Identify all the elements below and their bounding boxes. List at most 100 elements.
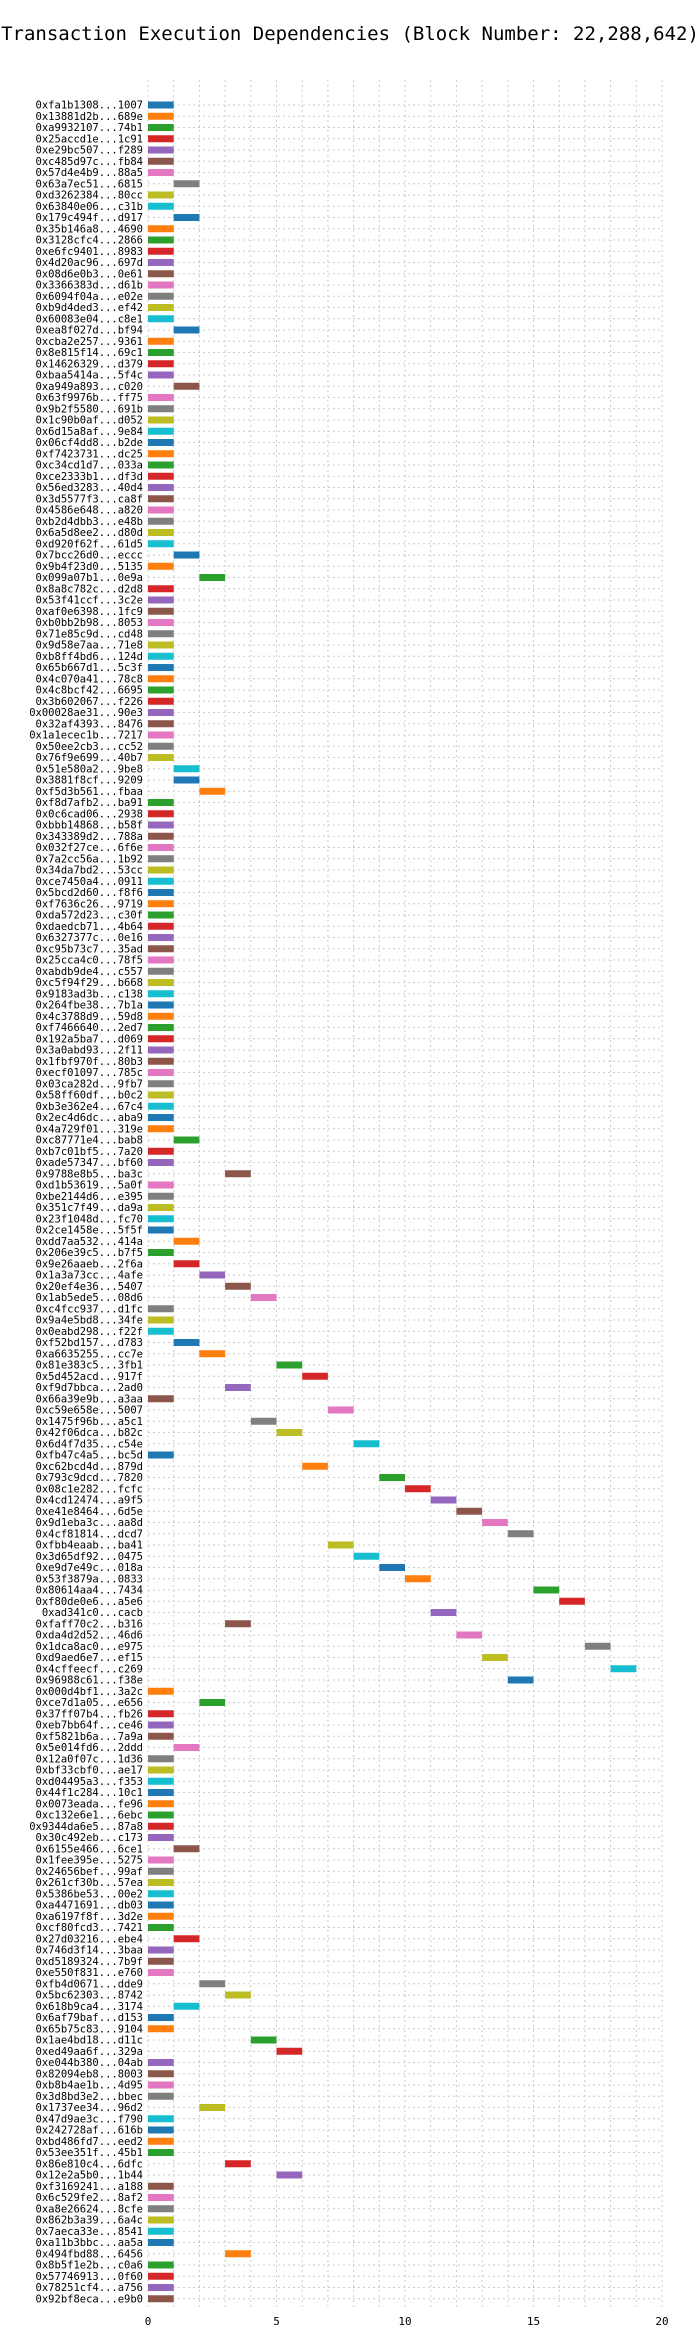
- y-tick-label: 0x261cf30b...57ea: [36, 1877, 143, 1889]
- y-tick-label: 0x5386be53...00e2: [36, 1888, 143, 1900]
- y-tick-label: 0x3b602067...f226: [36, 696, 143, 708]
- y-tick-label: 0x862b3a39...6a4c: [36, 2215, 143, 2227]
- bar: [173, 776, 200, 784]
- bar: [148, 1204, 174, 1211]
- bar: [148, 1102, 174, 1110]
- bar: [148, 2216, 174, 2224]
- y-tick-label: 0x242728af...616b: [36, 2125, 143, 2137]
- y-tick-label: 0x6c529fe2...8af2: [36, 2192, 143, 2204]
- y-tick-label: 0x4cd12474...a9f5: [36, 1495, 143, 1507]
- bar: [199, 1980, 226, 1988]
- y-tick-label: 0xc62bcd4d...879d: [36, 1461, 143, 1473]
- y-tick-label: 0x343389d2...788a: [36, 831, 143, 843]
- bar: [148, 259, 174, 266]
- bar: [276, 1429, 303, 1436]
- y-tick-label: 0x032f27ce...6f6e: [36, 842, 143, 854]
- bar: [173, 1935, 200, 1943]
- bar: [148, 2272, 174, 2280]
- bar: [148, 112, 174, 120]
- y-tick-label: 0x351c7f49...da9a: [36, 1202, 143, 1214]
- bar: [148, 2239, 174, 2246]
- bar: [148, 1890, 174, 1898]
- bar: [199, 787, 226, 795]
- y-tick-label: 0xdaedcb71...4b64: [36, 921, 143, 933]
- bar: [148, 641, 174, 649]
- bar: [148, 1732, 174, 1740]
- y-tick-label: 0x65b75c83...9104: [36, 2023, 143, 2035]
- bar: [148, 472, 174, 480]
- bar: [148, 922, 174, 930]
- y-tick-label: 0x6327377c...0e16: [36, 932, 143, 944]
- bar: [148, 720, 174, 728]
- bar: [148, 2182, 174, 2190]
- bar: [148, 664, 174, 671]
- y-tick-label: 0x7aeca33e...8541: [36, 2226, 143, 2238]
- y-tick-label: 0xf7466640...2ed7: [36, 1022, 143, 1034]
- y-tick-label: 0x793c9dcd...7820: [36, 1472, 143, 1484]
- bar: [148, 1755, 174, 1763]
- bar: [225, 2160, 251, 2168]
- y-tick-label: 0x66a39e9b...a3aa: [36, 1393, 143, 1405]
- x-tick-label: 10: [398, 2315, 411, 2328]
- y-tick-label: 0x86e810c4...6dfc: [36, 2158, 143, 2170]
- bar: [148, 135, 174, 143]
- y-tick-label: 0xe044b380...04ab: [36, 2057, 143, 2069]
- bar: [148, 607, 174, 615]
- y-tick-label: 0x53f3879a...0833: [36, 1573, 143, 1585]
- bar: [148, 1901, 174, 1909]
- bar: [148, 2115, 174, 2123]
- y-tick-label: 0x3d8bd3e2...bbec: [36, 2091, 143, 2103]
- y-tick-label: 0x6094f04a...e02e: [36, 291, 143, 303]
- y-tick-label: 0xe6fc9401...8983: [36, 246, 143, 258]
- y-tick-label: 0xe9d7e49c...018a: [36, 1562, 143, 1574]
- bar: [148, 2126, 174, 2134]
- y-tick-label: 0xf5d3b561...fbaa: [36, 786, 143, 798]
- y-tick-label: 0x5d452acd...917f: [36, 1371, 143, 1383]
- y-tick-label: 0x44f1c284...10c1: [36, 1787, 143, 1799]
- bar: [148, 281, 174, 289]
- y-tick-label: 0x0073eada...fe96: [36, 1798, 143, 1810]
- bar: [148, 191, 174, 199]
- bar: [148, 1879, 174, 1886]
- y-tick-label: 0x000d4bf1...3a2c: [36, 1686, 143, 1698]
- y-tick-label: 0xce2333b1...df3d: [36, 471, 143, 483]
- bar: [148, 731, 174, 739]
- bar: [148, 1946, 174, 1954]
- bar: [148, 866, 174, 874]
- y-tick-label: 0x96988c61...f38e: [36, 1675, 143, 1687]
- y-tick-label: 0xe41e8464...6d5e: [36, 1506, 143, 1518]
- y-tick-label: 0x2ce1458e...5f5f: [36, 1225, 143, 1237]
- bar: [148, 1159, 174, 1166]
- y-tick-label: 0x4d20ac96...697d: [36, 257, 143, 269]
- y-tick-label: 0x4cf81814...dcd7: [36, 1528, 143, 1540]
- bar: [148, 2081, 174, 2089]
- bar: [148, 270, 174, 278]
- bar: [148, 630, 174, 638]
- y-tick-label: 0x3366383d...d61b: [36, 280, 143, 292]
- y-tick-label: 0x42f06dca...b82c: [36, 1427, 143, 1439]
- y-tick-label: 0x32af4393...8476: [36, 718, 143, 730]
- y-tick-label: 0x4586e648...a820: [36, 505, 143, 517]
- y-tick-label: 0x8b5f1e2b...c0a6: [36, 2260, 143, 2272]
- bar: [148, 202, 174, 210]
- bar: [225, 1170, 251, 1178]
- y-tick-label: 0xd1b53619...5a0f: [36, 1180, 143, 1192]
- bar: [148, 1766, 174, 1774]
- y-tick-label: 0x37ff07b4...fb26: [36, 1708, 143, 1720]
- y-axis-labels: 0xfa1b1308...10070x13881d2b...689e0xa993…: [29, 100, 143, 2306]
- y-tick-label: 0x53ee351f...45b1: [36, 2147, 143, 2159]
- y-tick-label: 0x34da7bd2...53cc: [36, 865, 143, 877]
- bar: [148, 1451, 174, 1459]
- y-tick-label: 0x6d4f7d35...c54e: [36, 1438, 143, 1450]
- y-tick-label: 0x25cca4c0...78f5: [36, 955, 143, 967]
- bar: [148, 1001, 174, 1009]
- bar: [148, 2261, 174, 2269]
- bar: [482, 1654, 508, 1661]
- y-tick-label: 0xa6197f8f...3d2e: [36, 1911, 143, 1923]
- y-tick-label: 0xcf80fcd3...7421: [36, 1922, 143, 1934]
- y-tick-label: 0x81e383c5...3fb1: [36, 1360, 143, 1372]
- y-tick-label: 0xf7636c26...9719: [36, 898, 143, 910]
- y-tick-label: 0xc34cd1d7...033a: [36, 460, 143, 472]
- bar: [148, 450, 174, 458]
- y-tick-label: 0x9a4e5bd8...34fe: [36, 1315, 143, 1327]
